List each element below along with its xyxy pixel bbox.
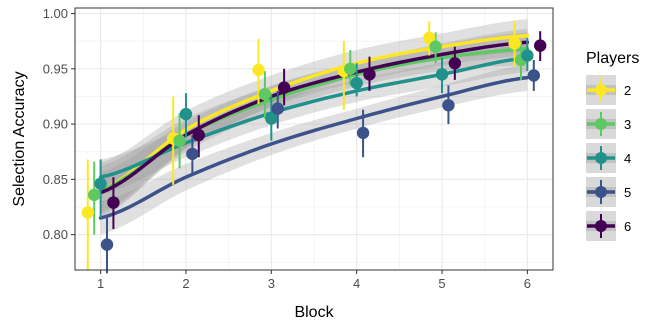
legend-title: Players (586, 50, 639, 67)
fit-ribbon-4 (100, 43, 528, 195)
data-point-6 (533, 39, 547, 52)
y-tick-label: 0.90 (43, 117, 68, 132)
data-point-3 (258, 88, 272, 101)
data-point-4 (435, 68, 449, 81)
data-point-5 (356, 126, 370, 140)
fit-line-5 (98, 75, 530, 220)
legend-key-point (595, 220, 607, 232)
x-tick-label: 2 (182, 276, 189, 291)
data-points (81, 31, 547, 251)
x-tick-label: 3 (268, 276, 275, 291)
x-tick-label: 6 (524, 276, 531, 291)
x-axis-title: Block (294, 304, 334, 321)
data-point-4 (265, 112, 278, 125)
data-point-5 (527, 69, 540, 82)
legend: Players 2 3 4 5 6 (586, 50, 639, 241)
data-point-4 (179, 107, 193, 121)
data-point-4 (521, 49, 534, 62)
x-tick-label: 4 (353, 276, 360, 291)
legend-key-4: 4 (586, 143, 631, 173)
legend-key-point (595, 118, 607, 130)
fit-line-4 (98, 55, 530, 179)
legend-key-2: 2 (586, 75, 631, 105)
y-tick-label: 1.00 (43, 6, 68, 21)
data-point-2 (252, 63, 265, 77)
y-tick-label: 0.95 (43, 61, 68, 76)
legend-label: 3 (624, 117, 631, 132)
x-tick-label: 1 (97, 276, 104, 291)
data-point-3 (173, 134, 186, 147)
x-tick-label: 5 (438, 276, 445, 291)
data-point-6 (448, 57, 462, 70)
data-point-6 (277, 81, 291, 94)
legend-label: 6 (624, 219, 631, 234)
data-point-2 (81, 206, 95, 219)
data-point-6 (107, 196, 120, 209)
data-point-5 (186, 147, 199, 161)
data-point-3 (88, 188, 101, 202)
data-point-6 (363, 68, 376, 81)
data-point-2 (508, 37, 521, 50)
legend-key-3: 3 (586, 109, 631, 139)
fit-ribbon-5 (100, 64, 528, 235)
y-axis: 0.80 0.85 0.90 0.95 1.00 (43, 6, 75, 242)
data-point-4 (94, 177, 107, 190)
legend-label: 2 (624, 83, 631, 98)
legend-key-point (595, 84, 607, 96)
y-tick-label: 0.80 (43, 227, 68, 242)
data-point-5 (442, 99, 455, 112)
y-tick-label: 0.85 (43, 172, 68, 187)
legend-key-point (595, 152, 607, 164)
legend-key-6: 6 (586, 211, 631, 241)
data-point-6 (192, 128, 205, 142)
legend-label: 5 (624, 185, 631, 200)
y-axis-title: Selection Accuracy (11, 71, 28, 206)
data-point-3 (344, 62, 357, 76)
data-point-4 (350, 76, 363, 90)
data-point-5 (100, 238, 114, 251)
legend-label: 4 (624, 151, 631, 166)
data-point-2 (423, 31, 436, 45)
panel-border (74, 7, 554, 271)
x-axis: 1 2 3 4 5 6 (97, 270, 531, 291)
legend-key-5: 5 (586, 177, 631, 207)
legend-key-point (595, 186, 607, 198)
data-point-3 (429, 40, 442, 53)
data-point-5 (271, 102, 284, 115)
